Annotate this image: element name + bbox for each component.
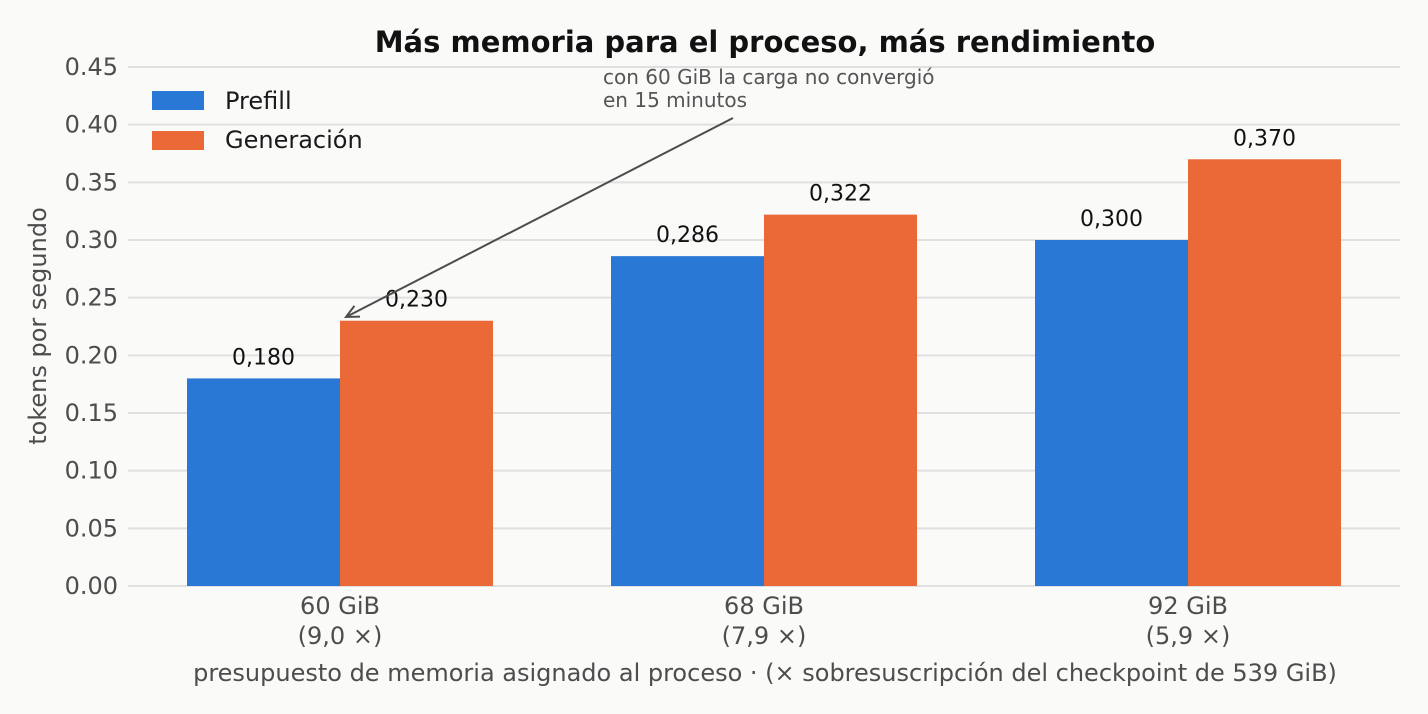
- x-axis-label: presupuesto de memoria asignado al proce…: [193, 659, 1337, 687]
- y-tick-label: 0.00: [65, 572, 118, 600]
- bar-prefill: [187, 378, 340, 586]
- bar-prefill: [1035, 240, 1188, 586]
- y-tick-label: 0.15: [65, 399, 118, 427]
- annotation-line-1: con 60 GiB la carga no convergió: [603, 65, 934, 89]
- y-axis-label: tokens por segundo: [24, 207, 52, 445]
- y-tick-label: 0.30: [65, 226, 118, 254]
- legend-swatch-prefill: [152, 91, 204, 110]
- y-axis-ticks: 0.00 0.05 0.10 0.15 0.20 0.25 0.30 0.35 0.40 0.45: [65, 53, 118, 600]
- annotation-arrowhead: [343, 305, 361, 319]
- data-label-prefill: 0,180: [232, 345, 295, 370]
- bar-generacion: [764, 214, 917, 587]
- x-tick-label: 92 GiB: [1148, 592, 1228, 620]
- y-tick-label: 0.20: [65, 341, 118, 369]
- chart-title: Más memoria para el proceso, más rendimi…: [375, 25, 1156, 59]
- bar-prefill: [611, 256, 764, 586]
- legend-swatch-generacion: [152, 131, 204, 150]
- bar-generacion: [340, 320, 493, 586]
- y-tick-label: 0.05: [65, 514, 118, 542]
- y-tick-label: 0.10: [65, 457, 118, 485]
- x-axis-ticks: 60 GiB(9,0 ×) 68 GiB(7,9 ×) 92 GiB(5,9 ×): [298, 592, 1231, 650]
- annotation: con 60 GiB la carga no convergió en 15 m…: [343, 65, 934, 319]
- legend: Prefill Generación: [152, 87, 363, 154]
- bar-generacion: [1188, 159, 1341, 586]
- x-tick-sublabel: (7,9 ×): [722, 622, 807, 650]
- data-label-generacion: 0,322: [809, 182, 872, 207]
- data-label-prefill: 0,300: [1080, 207, 1143, 232]
- annotation-line-2: en 15 minutos: [603, 88, 747, 112]
- y-tick-label: 0.25: [65, 284, 118, 312]
- data-label-prefill: 0,286: [656, 223, 719, 248]
- y-tick-label: 0.40: [65, 111, 118, 139]
- legend-label-generacion: Generación: [225, 126, 363, 154]
- x-tick-sublabel: (9,0 ×): [298, 622, 383, 650]
- x-tick-sublabel: (5,9 ×): [1146, 622, 1231, 650]
- x-tick-label: 60 GiB: [300, 592, 380, 620]
- x-tick-label: 68 GiB: [724, 592, 804, 620]
- y-tick-label: 0.45: [65, 53, 118, 81]
- legend-label-prefill: Prefill: [225, 87, 292, 115]
- y-tick-label: 0.35: [65, 168, 118, 196]
- data-label-generacion: 0,370: [1233, 126, 1296, 151]
- bars: [187, 159, 1341, 587]
- annotation-arrow: [345, 117, 734, 318]
